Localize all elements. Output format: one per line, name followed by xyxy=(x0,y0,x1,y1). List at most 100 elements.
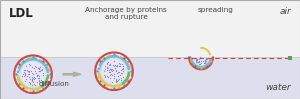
Point xyxy=(196,61,200,63)
Point xyxy=(114,79,119,81)
Point xyxy=(21,75,26,77)
Point xyxy=(112,54,116,55)
Point xyxy=(113,67,118,68)
Point xyxy=(203,62,208,63)
Point xyxy=(30,84,35,85)
Point xyxy=(114,69,119,71)
Point xyxy=(209,60,214,61)
Point xyxy=(196,61,201,63)
Point xyxy=(111,65,116,66)
Point xyxy=(28,83,33,84)
Point xyxy=(103,65,108,67)
Point xyxy=(196,61,201,62)
Point xyxy=(194,61,199,62)
Point xyxy=(205,58,209,60)
Point xyxy=(111,64,116,66)
Point xyxy=(207,63,212,64)
Point xyxy=(204,60,209,61)
Point xyxy=(202,59,207,60)
Point xyxy=(188,57,193,58)
Point xyxy=(36,67,40,69)
Point xyxy=(117,78,122,79)
Point xyxy=(104,68,109,69)
Point xyxy=(122,57,126,58)
Point xyxy=(117,74,122,76)
Point xyxy=(108,68,113,70)
Point xyxy=(38,70,43,72)
Point xyxy=(107,68,112,70)
Point xyxy=(115,75,120,77)
Point xyxy=(22,75,27,76)
Point xyxy=(39,68,44,69)
Point xyxy=(194,58,198,59)
Point xyxy=(39,69,44,71)
Point xyxy=(35,78,40,79)
Point xyxy=(116,79,121,81)
Point xyxy=(105,62,110,63)
Point xyxy=(95,65,100,67)
Point xyxy=(32,83,37,85)
Point xyxy=(36,90,40,91)
Point xyxy=(117,54,122,56)
Point xyxy=(108,69,113,71)
Point xyxy=(108,68,113,70)
Point xyxy=(47,79,52,80)
Point xyxy=(117,71,122,72)
Point xyxy=(202,61,207,63)
Point xyxy=(31,81,35,83)
Point xyxy=(107,77,112,79)
Point xyxy=(36,57,40,59)
Point xyxy=(203,61,208,62)
Point xyxy=(14,73,19,75)
Point xyxy=(110,74,115,75)
Point xyxy=(26,57,30,59)
Point xyxy=(194,61,198,63)
Point xyxy=(194,58,199,60)
Point xyxy=(41,74,46,75)
Point xyxy=(114,70,118,72)
Point xyxy=(118,64,122,65)
Point xyxy=(198,63,203,65)
Point xyxy=(114,80,118,82)
Point xyxy=(104,76,109,77)
Point xyxy=(37,69,42,70)
Point xyxy=(26,90,30,91)
Point xyxy=(106,72,111,73)
Point xyxy=(102,68,107,70)
Point xyxy=(44,83,49,85)
Point xyxy=(128,70,133,72)
Point xyxy=(25,70,29,71)
Point xyxy=(30,80,34,82)
Point xyxy=(205,65,210,67)
Point xyxy=(125,60,130,62)
Point xyxy=(115,80,120,82)
Point xyxy=(190,63,195,64)
Point xyxy=(27,76,32,78)
Point xyxy=(120,68,124,70)
Point xyxy=(17,83,22,85)
Point xyxy=(32,67,37,69)
Point xyxy=(105,67,110,69)
Point xyxy=(35,67,40,69)
Point xyxy=(29,66,34,68)
Point xyxy=(31,57,35,58)
Text: spreading: spreading xyxy=(198,7,234,13)
Point xyxy=(103,75,108,77)
Point xyxy=(17,63,22,65)
Point xyxy=(20,75,25,76)
Point xyxy=(193,60,198,62)
Point xyxy=(117,65,122,67)
Point xyxy=(188,60,193,61)
Point xyxy=(26,70,31,72)
Point xyxy=(202,59,207,61)
Point xyxy=(114,65,119,67)
Point xyxy=(31,90,35,92)
Point xyxy=(98,60,103,62)
Point xyxy=(203,57,208,59)
Point xyxy=(195,67,200,68)
Point xyxy=(203,60,208,62)
Point xyxy=(197,60,202,62)
Point xyxy=(108,63,112,64)
Point xyxy=(198,57,203,59)
Point xyxy=(195,61,200,63)
